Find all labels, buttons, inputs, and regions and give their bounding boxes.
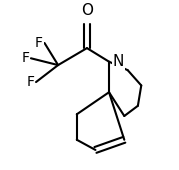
Text: F: F — [26, 75, 34, 89]
Text: N: N — [112, 54, 124, 69]
Text: F: F — [35, 36, 43, 50]
Text: F: F — [21, 51, 29, 65]
Text: O: O — [81, 3, 93, 18]
